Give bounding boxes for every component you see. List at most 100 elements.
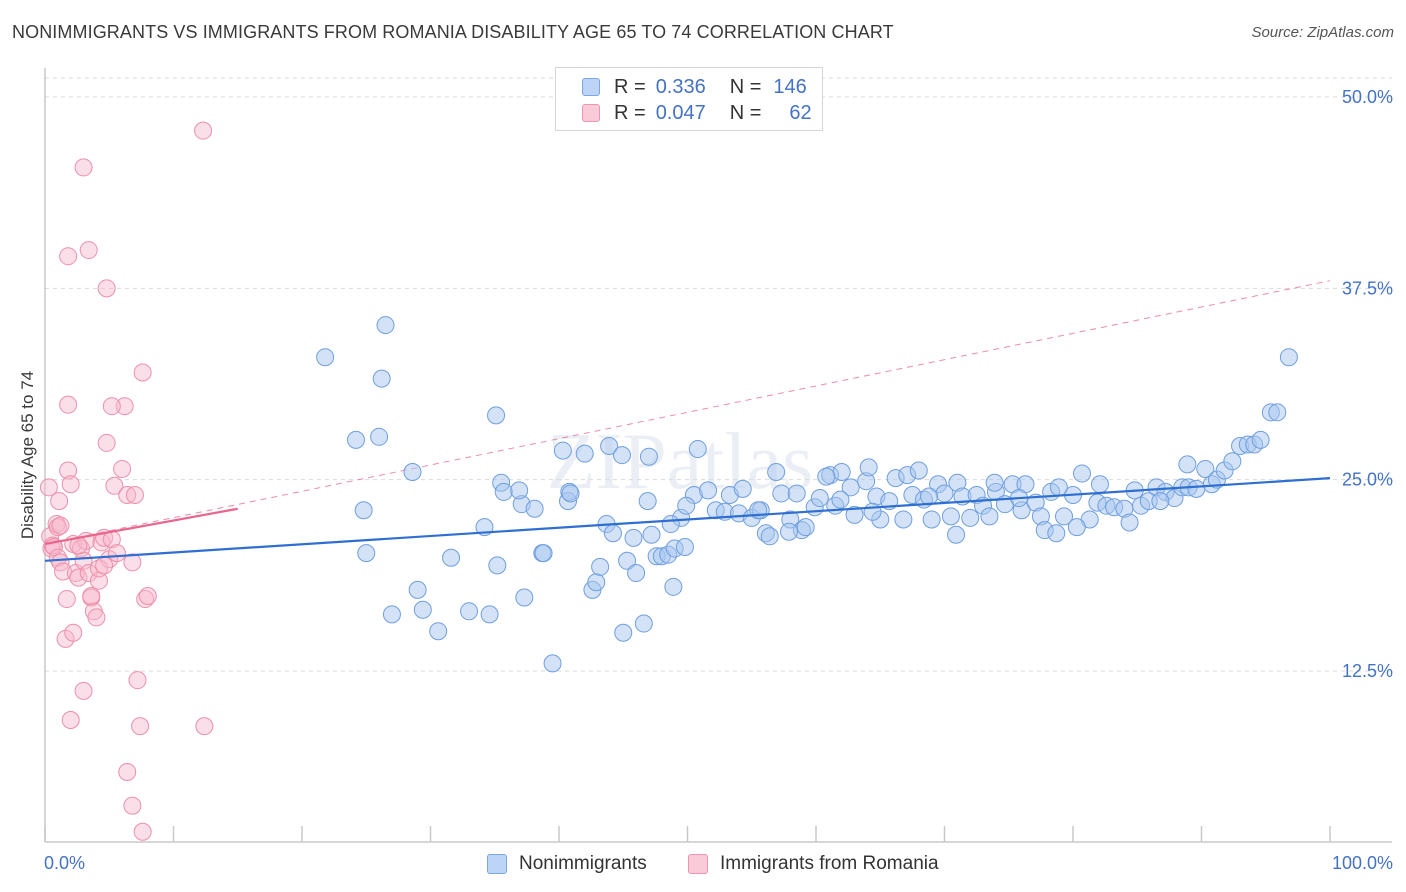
legend-label: Nonimmigrants — [519, 853, 647, 874]
nonimmigrants-point — [1279, 348, 1298, 367]
nonimmigrants-swatch — [487, 854, 507, 874]
nonimmigrants-point — [832, 463, 851, 482]
nonimmigrants-point — [316, 348, 335, 367]
nonimmigrants-point — [909, 461, 928, 480]
nonimmigrants-swatch — [582, 78, 600, 96]
immigrants-romania-point — [97, 279, 116, 298]
legend-label: Immigrants from Romania — [720, 853, 939, 874]
nonimmigrants-point — [922, 510, 941, 529]
nonimmigrants-point — [460, 602, 479, 621]
nonimmigrants-point — [664, 577, 683, 596]
immigrants-romania-point — [59, 461, 78, 480]
nonimmigrants-point — [831, 490, 850, 509]
nonimmigrants-point — [543, 654, 562, 673]
tick-labels: 12.5% 25.0% 37.5% 50.0% 0.0% 100.0% — [44, 87, 1393, 873]
watermark: ZIPatlas — [547, 418, 814, 506]
stats-row-nonimmigrants: R = 0.336 N = 146 — [582, 75, 807, 99]
nonimmigrants-point — [1178, 455, 1197, 474]
nonimmigrants-point — [1187, 479, 1206, 498]
r-label: R = — [614, 75, 646, 98]
immigrants-romania-point — [61, 710, 80, 729]
nonimmigrants-point — [376, 316, 395, 335]
nonimmigrants-point — [947, 525, 966, 544]
nonimmigrants-point — [382, 605, 401, 624]
immigrants-romania-point — [95, 556, 114, 575]
nonimmigrants-point — [634, 614, 653, 633]
immigrants-romania-point — [87, 608, 106, 627]
trend-lines — [44, 280, 1331, 545]
nonimmigrants-point — [1120, 513, 1139, 532]
immigrants-romania-point — [69, 568, 88, 587]
nonimmigrants-point — [699, 481, 718, 500]
immigrants-romania-point — [133, 822, 152, 841]
nonimmigrants-point — [1223, 452, 1242, 471]
nonimmigrants-point — [487, 406, 506, 425]
immigrants-romania-point — [194, 121, 213, 140]
nonimmigrants-point — [985, 473, 1004, 492]
immigrants-romania-point — [118, 485, 137, 504]
immigrants-romania-point — [61, 475, 80, 494]
nonimmigrants-point — [494, 482, 513, 501]
x-tick-label: 0.0% — [44, 853, 85, 873]
immigrants-romania-point — [50, 492, 69, 511]
immigrants-romania-swatch — [582, 104, 600, 122]
series-legend: Nonimmigrants Immigrants from Romania — [0, 851, 1406, 877]
immigrants-romania-point — [79, 564, 98, 583]
nonimmigrants-point — [553, 441, 572, 460]
nonimmigrants-point — [1055, 507, 1074, 526]
nonimmigrants-point — [408, 580, 427, 599]
nonimmigrants-point — [638, 492, 657, 511]
immigrants-romania-point — [133, 363, 152, 382]
immigrants-romania-point — [82, 586, 101, 605]
immigrants-romania-point — [113, 459, 132, 478]
nonimmigrants-point — [614, 623, 633, 642]
x-tick-label: 100.0% — [1332, 853, 1393, 873]
legend-item-nonimmigrants[interactable]: Nonimmigrants — [487, 853, 647, 875]
nonimmigrants-point — [642, 525, 661, 544]
y-tick-label: 25.0% — [1342, 470, 1393, 490]
immigrants-romania-point — [195, 717, 214, 736]
immigrants-romania-point — [74, 681, 93, 700]
immigrants-romania-point — [128, 671, 147, 690]
nonimmigrants-point — [941, 507, 960, 526]
nonimmigrants-point — [733, 479, 752, 498]
nonimmigrants-point — [863, 502, 882, 521]
nonimmigrants-point — [413, 600, 432, 619]
nonimmigrants-point — [1047, 524, 1066, 543]
immigrants-romania-point — [51, 516, 70, 535]
immigrants-romania-point — [39, 478, 58, 497]
nonimmigrants-point — [480, 605, 499, 624]
nonimmigrants-point — [442, 548, 461, 567]
immigrants-romania-trend-line — [44, 507, 238, 546]
y-axis-label: Disability Age 65 to 74 — [18, 371, 37, 539]
immigrants-romania-point — [123, 553, 142, 572]
immigrants-romania-point — [89, 559, 108, 578]
r-label: R = — [614, 101, 646, 124]
r-value: 0.336 — [655, 75, 706, 98]
nonimmigrants-point — [575, 444, 594, 463]
immigrants-romania-trend-extended — [44, 280, 1331, 545]
legend-item-immigrants-romania[interactable]: Immigrants from Romania — [688, 853, 939, 875]
immigrants-romania-point — [131, 717, 150, 736]
nonimmigrants-point — [787, 484, 806, 503]
immigrants-romania-point — [102, 397, 121, 416]
nonimmigrants-point — [688, 440, 707, 459]
stats-legend: R = 0.336 N = 146 R = 0.047 N = 62 — [555, 67, 823, 131]
immigrants-romania-point — [125, 485, 144, 504]
gridlines — [45, 77, 1392, 672]
nonimmigrants-point — [961, 508, 980, 527]
nonimmigrants-point — [796, 518, 815, 537]
nonimmigrants-point — [600, 436, 619, 455]
nonimmigrants-point — [760, 527, 779, 546]
immigrants-romania-point — [59, 395, 78, 414]
nonimmigrants-point — [429, 622, 448, 641]
nonimmigrants-point — [767, 463, 786, 482]
n-label: N = — [729, 75, 762, 98]
nonimmigrants-point — [587, 573, 606, 592]
nonimmigrants-point — [612, 446, 631, 465]
nonimmigrants-point — [370, 427, 389, 446]
nonimmigrants-point — [357, 544, 376, 563]
n-value: 62 — [789, 101, 812, 124]
immigrants-romania-point — [107, 544, 126, 563]
